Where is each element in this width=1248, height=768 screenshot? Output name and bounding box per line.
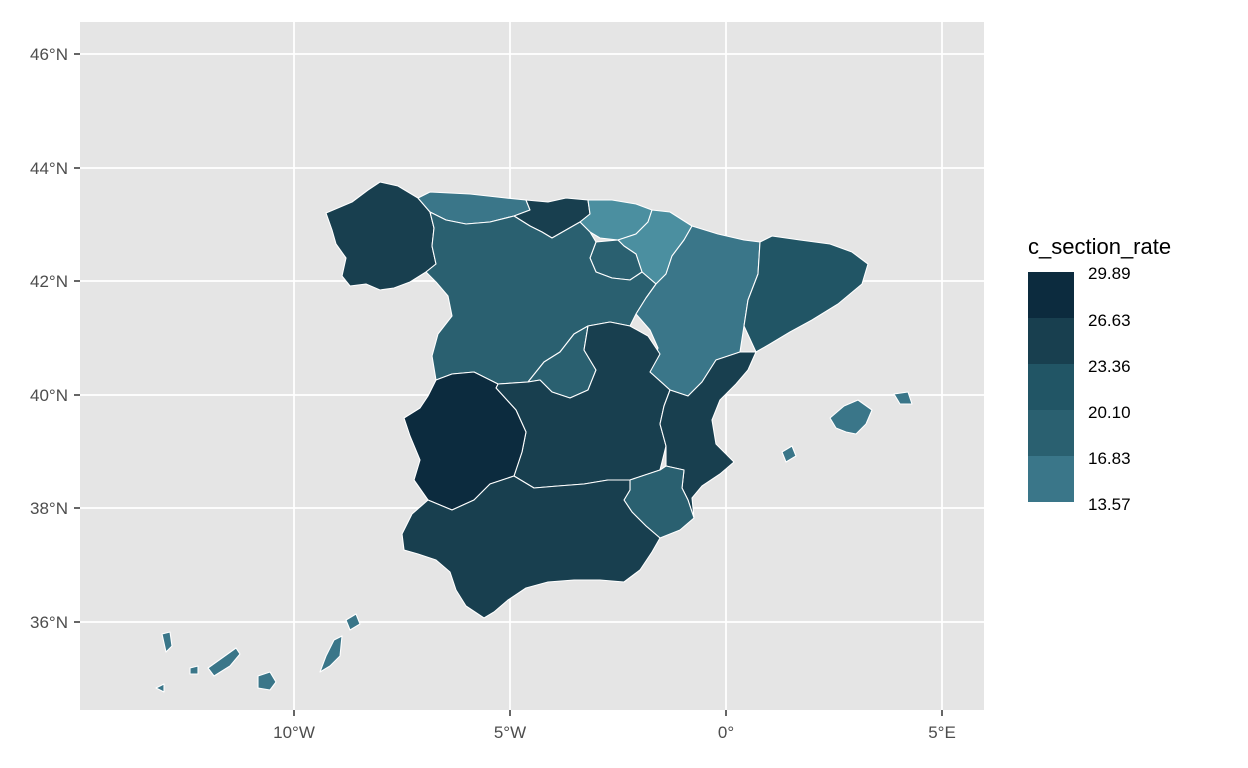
legend-label-1: 26.63: [1088, 311, 1131, 330]
legend-label-0: 29.89: [1088, 264, 1131, 283]
region-canary-lanzarote: [345, 613, 361, 631]
legend-label-5: 13.57: [1088, 495, 1131, 514]
x-axis-labels: 10°W 5°W 0° 5°E: [273, 723, 956, 742]
legend-swatch-4: [1028, 456, 1074, 502]
region-canary-fuerteventura: [319, 635, 343, 673]
legend-swatch-1: [1028, 318, 1074, 364]
x-tick-label-5w: 5°W: [494, 723, 526, 742]
region-catalonia: [743, 235, 869, 353]
region-andalusia: [401, 475, 661, 619]
regions: [155, 181, 913, 693]
region-balearic-menorca: [893, 391, 913, 405]
y-tick-label-38n: 38°N: [30, 499, 68, 518]
y-axis-labels: 46°N 44°N 42°N 40°N 38°N 36°N: [30, 45, 68, 632]
region-canary-el-hierro: [155, 683, 165, 693]
y-tick-label-40n: 40°N: [30, 386, 68, 405]
legend-label-3: 20.10: [1088, 403, 1131, 422]
y-tick-label-36n: 36°N: [30, 613, 68, 632]
y-tick-label-46n: 46°N: [30, 45, 68, 64]
x-tick-label-5e: 5°E: [928, 723, 956, 742]
legend-swatch-3: [1028, 410, 1074, 456]
region-balearic-mallorca: [829, 399, 873, 435]
y-tick-label-44n: 44°N: [30, 159, 68, 178]
legend: c_section_rate 29.89 26.63 23.36 20.10 1…: [1028, 234, 1171, 514]
x-tick-label-10w: 10°W: [273, 723, 315, 742]
region-canary-gran-canaria: [257, 671, 277, 691]
region-canary-la-gomera: [189, 665, 199, 675]
region-canary-tenerife: [207, 647, 241, 677]
legend-label-2: 23.36: [1088, 357, 1131, 376]
x-tick-label-0: 0°: [718, 723, 734, 742]
region-canary-la-palma: [161, 631, 173, 653]
tick-marks: [74, 53, 943, 716]
legend-title: c_section_rate: [1028, 234, 1171, 259]
legend-swatch-0: [1028, 272, 1074, 318]
region-balearic-ibiza: [781, 445, 797, 463]
legend-swatch-2: [1028, 364, 1074, 410]
y-tick-label-42n: 42°N: [30, 272, 68, 291]
legend-label-4: 16.83: [1088, 449, 1131, 468]
